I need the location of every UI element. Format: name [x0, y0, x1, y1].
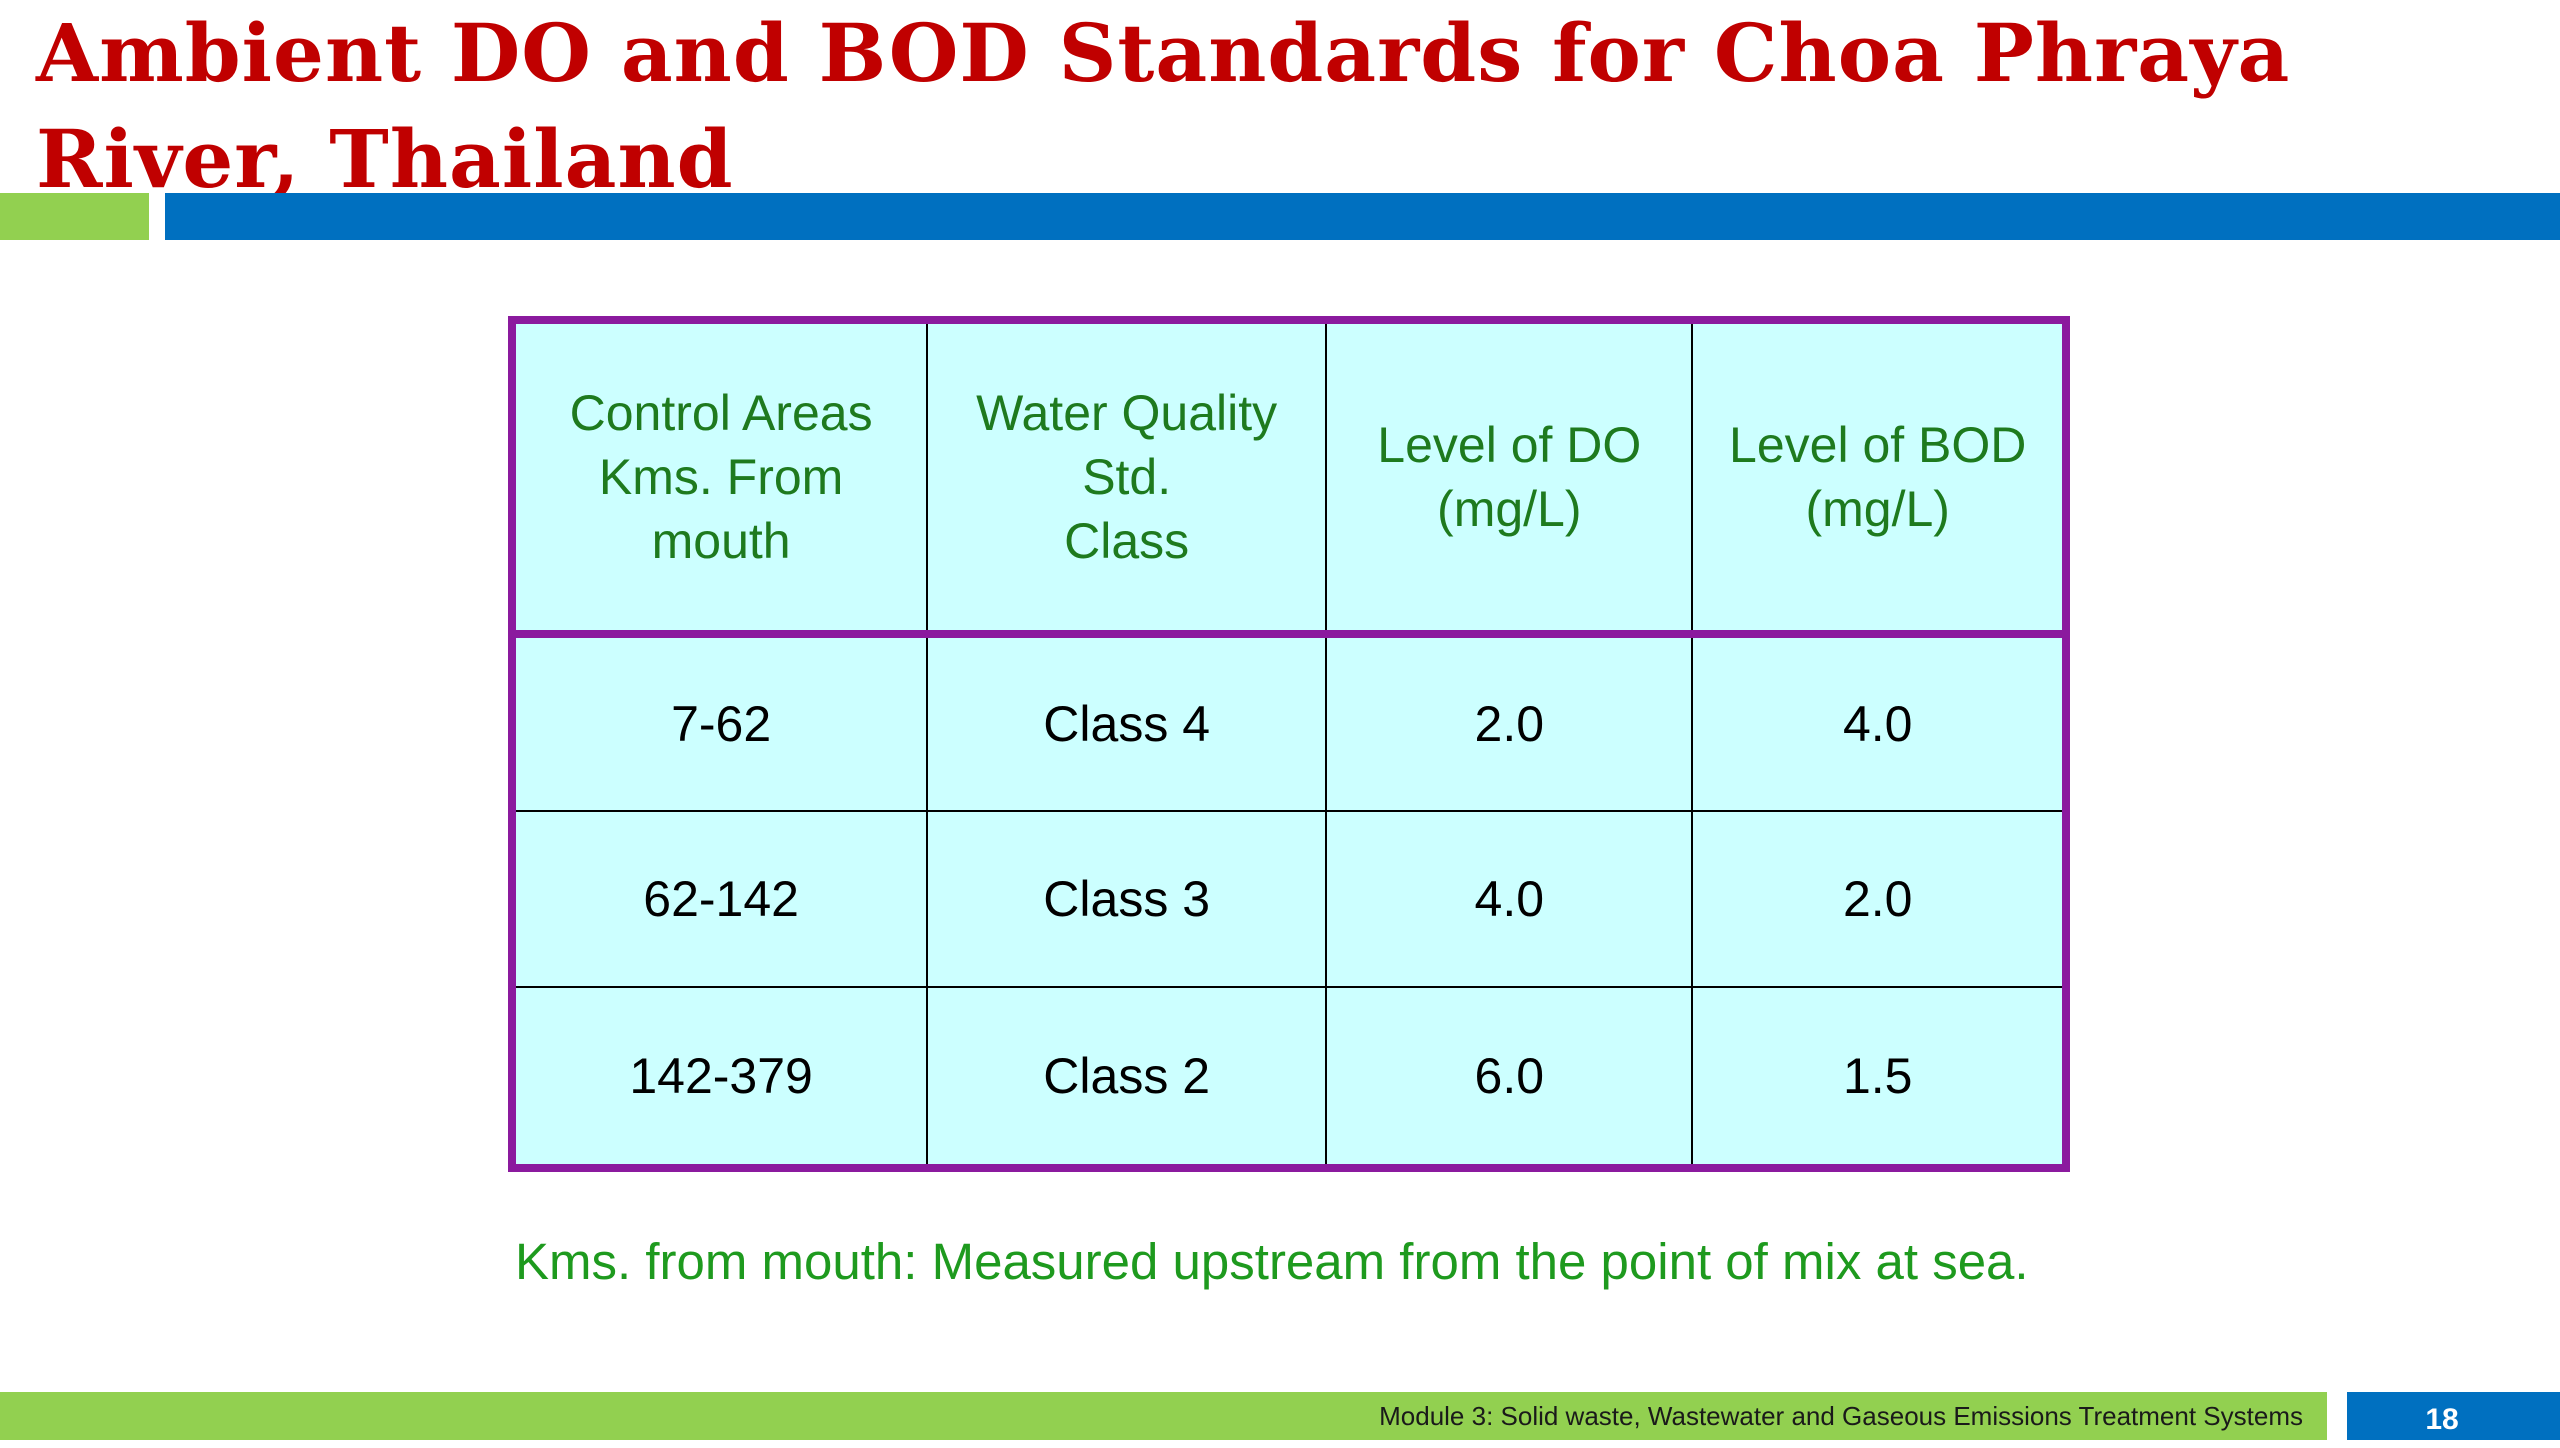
header-line: Std.	[1082, 449, 1172, 505]
page-number: 18	[2425, 1403, 2459, 1436]
header-level-of-bod: Level of BOD (mg/L)	[1691, 324, 2062, 638]
title-accent-bar-green	[0, 193, 149, 240]
cell-do-level: 4.0	[1325, 809, 1694, 989]
table-row: 7-62 Class 4 2.0 4.0	[516, 633, 2062, 812]
header-line: (mg/L)	[1437, 481, 1582, 537]
table-header-row: Control Areas Kms. From mouth Water Qual…	[516, 324, 2062, 638]
standards-table-frame: Control Areas Kms. From mouth Water Qual…	[508, 316, 2070, 1172]
cell-bod-level: 1.5	[1691, 986, 2062, 1164]
table-row: 62-142 Class 3 4.0 2.0	[516, 809, 2062, 989]
standards-table: Control Areas Kms. From mouth Water Qual…	[516, 324, 2062, 1164]
footer-bar-green: Module 3: Solid waste, Wastewater and Ga…	[0, 1392, 2327, 1440]
header-line: Class	[1064, 513, 1190, 569]
cell-class: Class 3	[926, 809, 1328, 989]
title-accent-bar-blue	[165, 193, 2560, 240]
cell-control-area: 7-62	[516, 633, 929, 812]
footnote: Kms. from mouth: Measured upstream from …	[515, 1233, 2029, 1290]
header-line: Control Areas	[569, 385, 873, 441]
table-row: 142-379 Class 2 6.0 1.5	[516, 986, 2062, 1164]
header-line: Level of BOD	[1729, 417, 2027, 473]
cell-do-level: 6.0	[1325, 986, 1694, 1164]
cell-do-level: 2.0	[1325, 633, 1694, 812]
header-line: Level of DO	[1377, 417, 1642, 473]
slide-title: Ambient DO and BOD Standards for Choa Ph…	[36, 6, 2291, 206]
cell-control-area: 142-379	[516, 986, 929, 1164]
header-line: Water Quality	[976, 385, 1278, 441]
header-water-quality-class: Water Quality Std. Class	[926, 324, 1328, 638]
cell-control-area: 62-142	[516, 809, 929, 989]
footer-module-text: Module 3: Solid waste, Wastewater and Ga…	[1379, 1401, 2303, 1431]
cell-bod-level: 4.0	[1691, 633, 2062, 812]
header-line: Kms. From	[598, 449, 844, 505]
cell-class: Class 4	[926, 633, 1328, 812]
cell-class: Class 2	[926, 986, 1328, 1164]
footer-bar-blue: 18	[2347, 1392, 2560, 1440]
header-level-of-do: Level of DO (mg/L)	[1325, 324, 1694, 638]
header-line: (mg/L)	[1805, 481, 1950, 537]
header-line: mouth	[651, 513, 791, 569]
header-control-areas: Control Areas Kms. From mouth	[516, 324, 929, 638]
cell-bod-level: 2.0	[1691, 809, 2062, 989]
